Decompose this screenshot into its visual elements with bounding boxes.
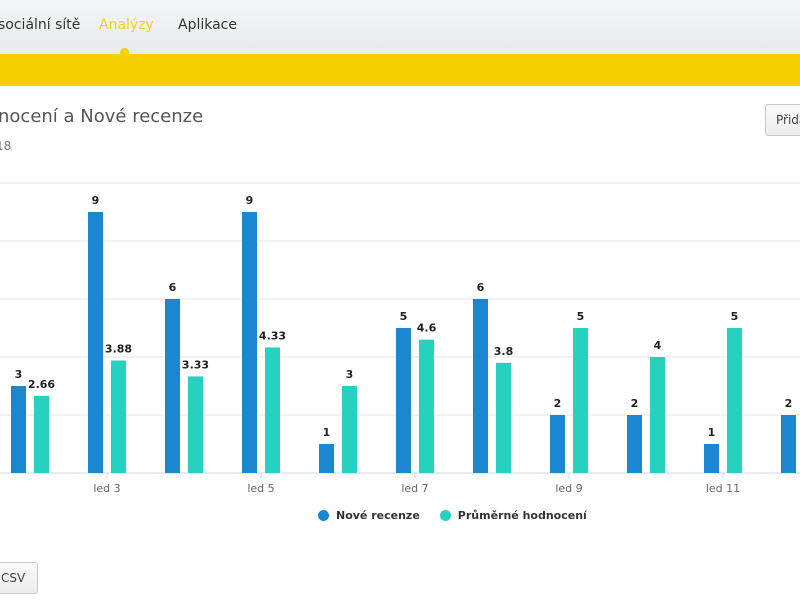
data-label: 4.6 <box>417 322 437 335</box>
x-tick-label: led 11 <box>706 482 740 495</box>
bar <box>650 357 665 473</box>
data-label: 1 <box>323 426 331 439</box>
bar <box>781 415 796 473</box>
legend-item-new-reviews[interactable]: Nové recenze <box>318 509 420 522</box>
bar <box>396 328 411 473</box>
bar <box>342 386 357 473</box>
x-tick-label: led 7 <box>401 482 428 495</box>
data-label: 2 <box>785 397 793 410</box>
x-tick-label: led 3 <box>93 482 120 495</box>
bar <box>550 415 565 473</box>
bar <box>419 339 434 473</box>
data-label: 5 <box>731 310 739 323</box>
bar-chart: 3 2.66 9 3.88 6 3.33 9 4.33 1 3 5 4.6 6 3.8 2 5 2 4 1 5 2 led… <box>0 182 800 495</box>
bar <box>188 376 203 473</box>
tab-analytics[interactable]: Analýzy <box>99 17 154 33</box>
data-label: 6 <box>477 281 485 294</box>
data-label: 9 <box>246 194 254 207</box>
data-label: 3.88 <box>105 342 132 355</box>
bar <box>627 415 642 473</box>
top-nav: sociální sítě Analýzy Aplikace <box>0 0 800 54</box>
bar <box>319 444 334 473</box>
data-label: 2 <box>554 397 562 410</box>
data-label: 3.33 <box>182 358 209 371</box>
bar <box>704 444 719 473</box>
page-subtitle: 18 <box>0 139 12 153</box>
data-label: 4.33 <box>259 329 286 342</box>
x-tick-label: led 5 <box>247 482 274 495</box>
data-label: 3.8 <box>494 345 514 358</box>
legend: Nové recenze Průměrné hodnocení <box>318 509 587 522</box>
page-title: nocení a Nové recenze <box>0 106 204 127</box>
export-csv-button[interactable]: CSV <box>0 562 39 594</box>
data-label: 2 <box>631 397 639 410</box>
data-label: 2.66 <box>28 378 55 391</box>
bar <box>242 212 257 473</box>
data-label: 3 <box>346 368 354 381</box>
bar <box>34 395 49 473</box>
data-label: 5 <box>577 310 585 323</box>
bar <box>165 299 180 473</box>
accent-band <box>0 54 800 86</box>
data-label: 5 <box>400 310 408 323</box>
x-tick-label: led 9 <box>555 482 582 495</box>
data-label: 4 <box>654 339 662 352</box>
legend-marker <box>318 510 329 521</box>
data-label: 9 <box>92 194 100 207</box>
data-label: 6 <box>169 281 177 294</box>
bar <box>573 328 588 473</box>
tab-social[interactable]: sociální sítě <box>0 17 81 33</box>
bar <box>727 328 742 473</box>
tab-apps[interactable]: Aplikace <box>178 17 237 33</box>
legend-item-avg-rating[interactable]: Průměrné hodnocení <box>439 509 587 522</box>
active-tab-indicator <box>120 48 129 57</box>
bar <box>11 386 26 473</box>
bar <box>496 362 511 473</box>
legend-marker <box>439 510 451 521</box>
data-label: 1 <box>708 426 716 439</box>
bar <box>88 212 103 473</box>
bar <box>265 347 280 473</box>
data-label: 3 <box>15 368 23 381</box>
bar <box>111 360 126 473</box>
bar <box>473 299 488 473</box>
add-button[interactable]: Přida <box>765 104 800 136</box>
